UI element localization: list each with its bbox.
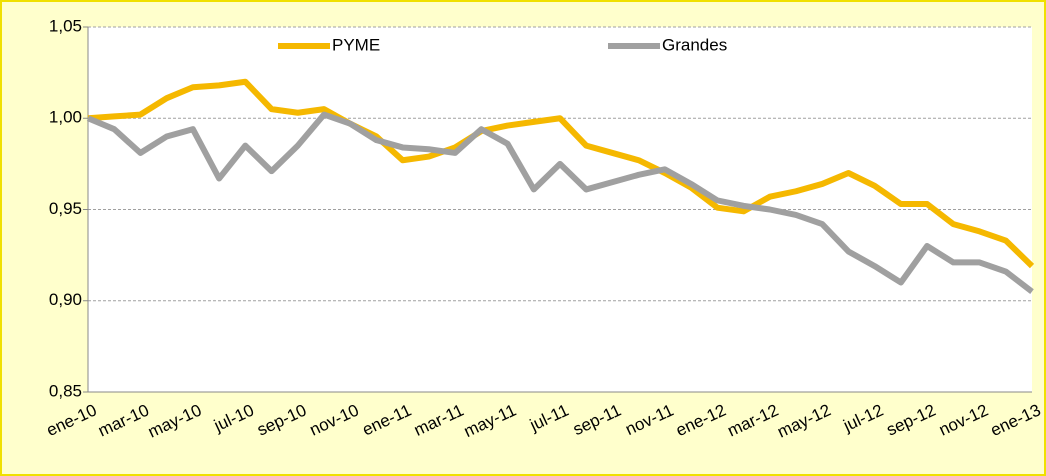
y-tick-label: 1,00 [49,108,82,127]
legend-label: PYME [332,35,380,54]
y-tick-label: 0,85 [49,381,82,400]
series-line [87,78,1035,269]
series-line [86,111,1034,295]
y-tick-label: 1,05 [49,16,82,35]
y-tick-label: 0,95 [49,199,82,218]
legend-label: Grandes [662,35,727,54]
y-tick-label: 0,90 [49,290,82,309]
